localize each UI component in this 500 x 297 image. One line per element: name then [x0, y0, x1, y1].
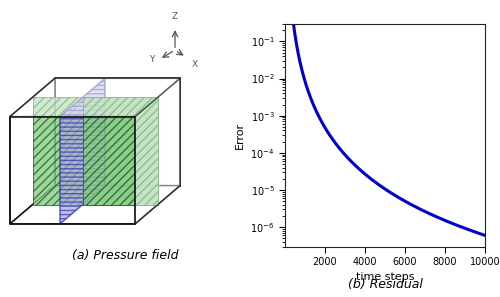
- X-axis label: time steps: time steps: [356, 272, 414, 282]
- Polygon shape: [10, 78, 55, 224]
- Polygon shape: [32, 97, 158, 205]
- Polygon shape: [55, 78, 180, 186]
- Polygon shape: [82, 97, 158, 205]
- Text: Y: Y: [149, 55, 154, 64]
- Text: (a) Pressure field: (a) Pressure field: [72, 249, 178, 262]
- Text: (b) Residual: (b) Residual: [348, 278, 422, 291]
- Polygon shape: [10, 186, 180, 224]
- Y-axis label: Error: Error: [235, 121, 245, 149]
- Text: X: X: [191, 60, 198, 69]
- Polygon shape: [60, 78, 105, 224]
- Text: Z: Z: [172, 12, 178, 21]
- Polygon shape: [10, 78, 180, 117]
- Polygon shape: [135, 78, 180, 224]
